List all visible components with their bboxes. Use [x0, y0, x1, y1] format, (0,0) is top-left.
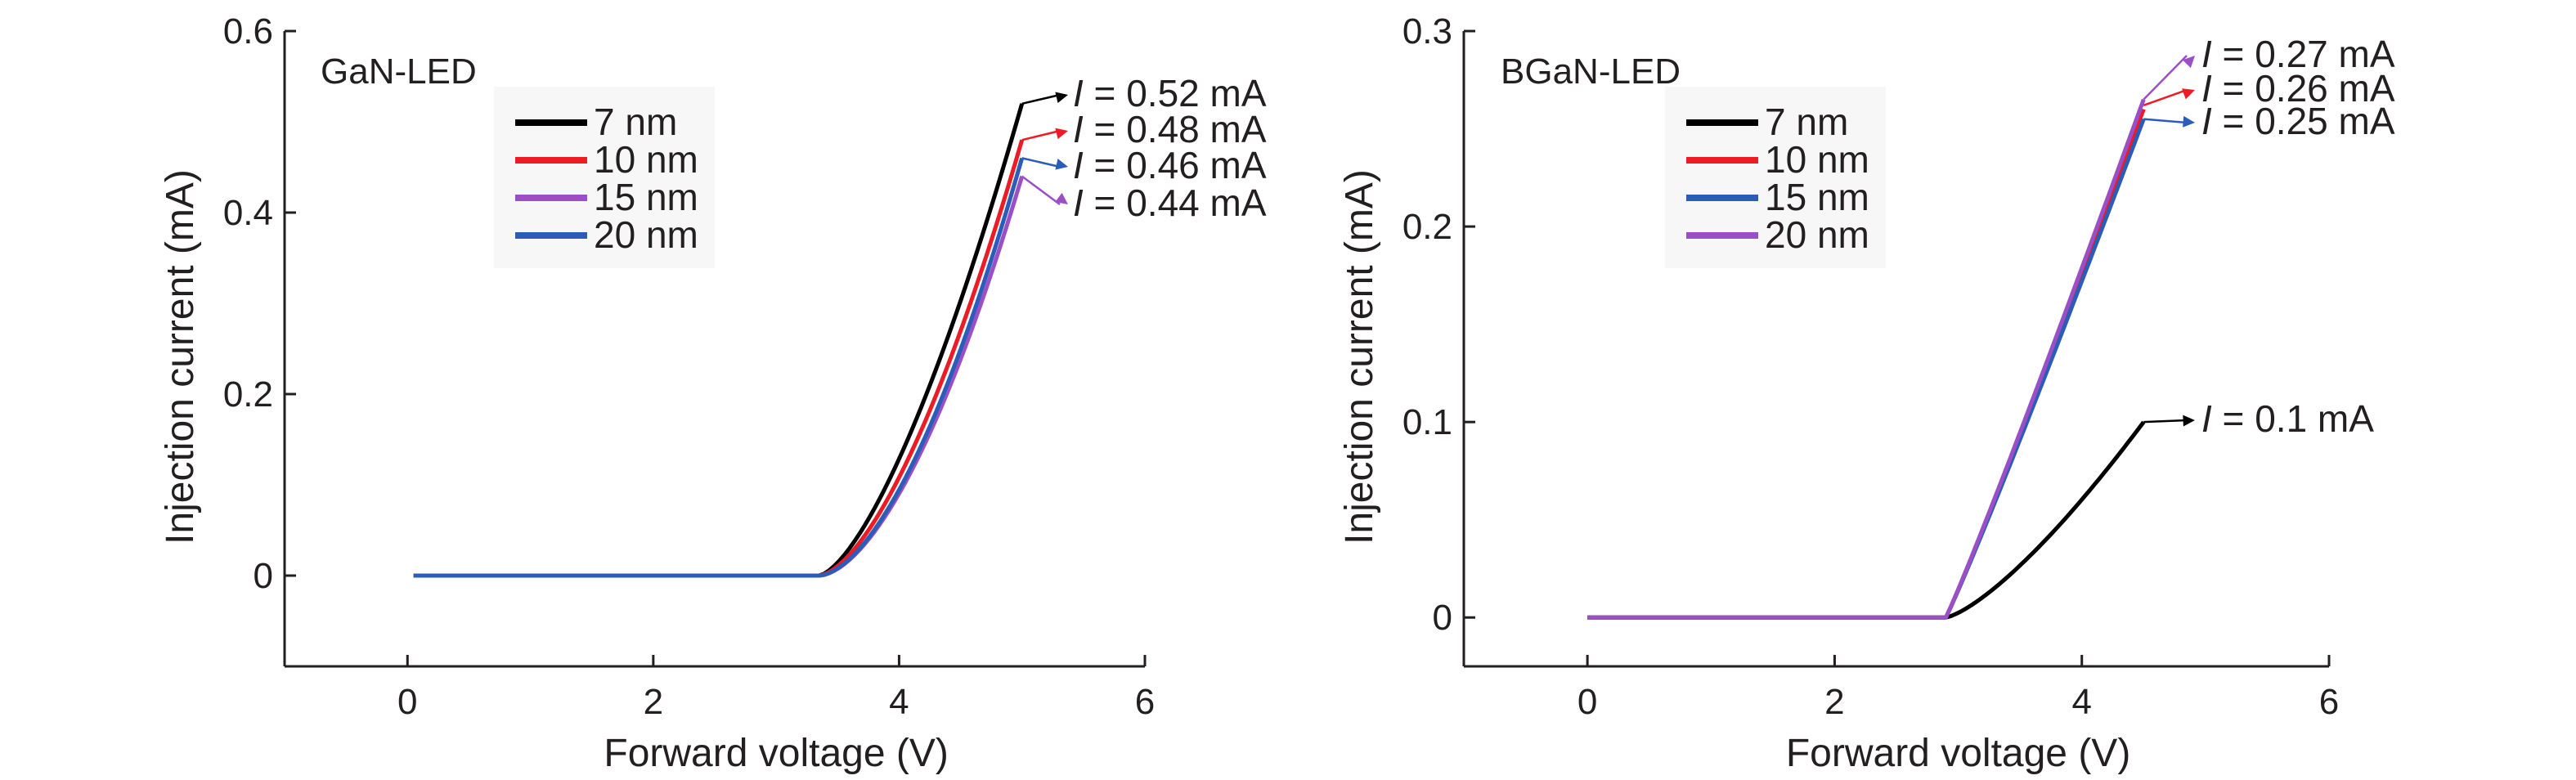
annotation-label: I = 0.1 mA — [2201, 397, 2374, 440]
x-tick-label: 6 — [2319, 682, 2339, 722]
annotation-label: I = 0.52 mA — [1073, 72, 1267, 114]
annotation-variable: I — [1073, 182, 1084, 224]
legend-label: 7 nm — [594, 101, 677, 143]
annotation-arrow — [1021, 175, 1061, 206]
annotation-value: = 0.25 mA — [2212, 100, 2395, 142]
annotation-variable: I — [2201, 100, 2212, 142]
annotation-arrowhead — [1055, 192, 1068, 204]
annotation-arrow — [2143, 55, 2188, 101]
annotation-arrow — [2143, 419, 2188, 424]
series-line — [413, 103, 1025, 578]
series-line — [1587, 420, 2146, 620]
annotation-variable: I — [1073, 72, 1084, 114]
x-tick-label: 4 — [2071, 682, 2091, 722]
annotation-arrow — [1021, 157, 1061, 168]
annotation-label: I = 0.25 mA — [2201, 100, 2395, 142]
annotation-value: = 0.48 mA — [1084, 108, 1267, 150]
panel-gan-led: 0 2 4 6 0 0.2 0.4 0.6 Forward voltage (V) Injecti… — [159, 11, 1267, 775]
panel-bgan-led: 0 2 4 6 0 0.1 0.2 0.3 Forward voltage (V) Injecti… — [1338, 11, 2395, 775]
annotation-arrowhead — [2182, 56, 2195, 69]
annotation-value: = 0.46 mA — [1084, 144, 1267, 186]
annotation-variable: I — [1073, 108, 1084, 150]
y-tick-label: 0.3 — [1402, 11, 1452, 52]
annotation-arrowhead — [1055, 159, 1068, 170]
series-line — [413, 157, 1025, 578]
x-axis-title: Forward voltage (V) — [1786, 732, 2130, 775]
annotation-arrowhead — [1055, 92, 1068, 104]
annotation-variable: I — [2201, 397, 2212, 440]
y-tick-label: 0.4 — [223, 193, 273, 233]
x-tick-label: 0 — [1577, 682, 1597, 722]
annotation-label: I = 0.44 mA — [1073, 182, 1267, 224]
x-tick-label: 2 — [1824, 682, 1844, 722]
series-line — [1587, 98, 2146, 620]
annotation-arrow — [1021, 129, 1061, 141]
y-tick-label: 0.6 — [223, 11, 273, 52]
annotation-label: I = 0.27 mA — [2201, 33, 2395, 75]
x-tick-label: 4 — [889, 682, 909, 722]
x-tick-label: 6 — [1135, 682, 1155, 722]
y-tick-label: 0 — [254, 556, 273, 596]
y-tick-label: 0.2 — [1402, 207, 1452, 247]
y-tick-label: 0.2 — [223, 374, 273, 415]
annotation-arrowhead — [2182, 88, 2195, 100]
annotation-arrow — [2143, 88, 2188, 107]
series-line — [413, 139, 1025, 578]
annotation-arrowhead — [1055, 128, 1068, 140]
annotation-label: I = 0.48 mA — [1073, 108, 1267, 150]
annotation-arrow — [1021, 93, 1061, 105]
y-tick-label: 0.1 — [1402, 402, 1452, 442]
annotation-value: = 0.44 mA — [1084, 182, 1267, 224]
annotation-arrowhead — [2183, 115, 2195, 128]
y-axis-title: Injection current (mA) — [159, 169, 202, 545]
legend-label: 15 nm — [594, 176, 698, 218]
y-tick-label: 0 — [1433, 598, 1452, 638]
annotation-value: = 0.26 mA — [2212, 67, 2395, 110]
x-tick-label: 2 — [644, 682, 663, 722]
legend-label: 20 nm — [1765, 213, 1869, 256]
annotation-value: = 0.27 mA — [2212, 33, 2395, 75]
annotation-label: I = 0.26 mA — [2201, 67, 2395, 110]
y-axis-title: Injection current (mA) — [1338, 169, 1381, 545]
legend-label: 10 nm — [594, 138, 698, 181]
legend-label: 7 nm — [1765, 101, 1848, 143]
panel-label: BGaN-LED — [1501, 52, 1681, 92]
legend-label: 20 nm — [594, 213, 698, 256]
x-axis-title: Forward voltage (V) — [604, 732, 948, 775]
annotation-variable: I — [2201, 67, 2212, 110]
panel-label: GaN-LED — [321, 52, 477, 92]
legend-label: 15 nm — [1765, 176, 1869, 218]
annotation-arrowhead — [2183, 415, 2195, 427]
annotation-variable: I — [1073, 144, 1084, 186]
annotation-variable: I — [2201, 33, 2212, 75]
annotation-value: = 0.52 mA — [1084, 72, 1267, 114]
legend-label: 10 nm — [1765, 138, 1869, 181]
annotation-label: I = 0.46 mA — [1073, 144, 1267, 186]
annotation-arrow — [2143, 118, 2188, 124]
x-tick-label: 0 — [397, 682, 417, 722]
annotation-value: = 0.1 mA — [2212, 397, 2374, 440]
